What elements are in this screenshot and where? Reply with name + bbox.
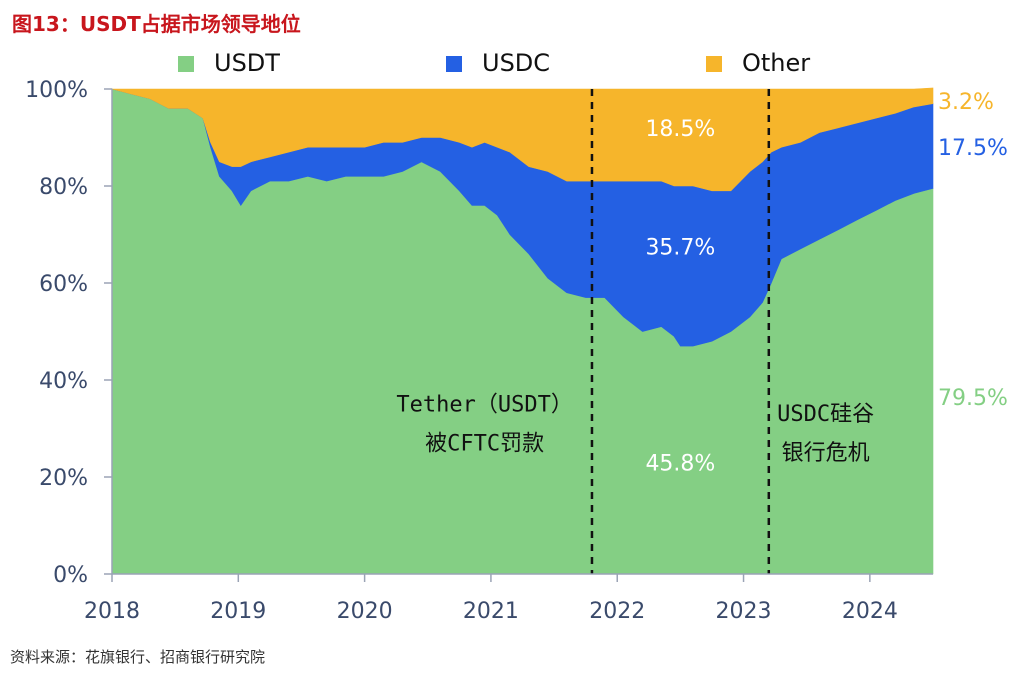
x-tick-label: 2021 [463,599,519,624]
y-tick-label: 0% [53,563,88,588]
event-label: USDC硅谷 [777,402,874,427]
end-value-label: 79.5% [938,386,1008,411]
y-tick-label: 80% [39,175,88,200]
area-other [111,87,934,192]
area-value-label: 18.5% [645,117,715,142]
chart-axes: 0% 20% 40% 60% 80% 100% 2018 2019 2020 2021 2022 20… [25,78,933,624]
event-label: 被CFTC罚款 [425,431,544,456]
event-label: 银行危机 [782,441,870,466]
end-value-label: 17.5% [938,136,1008,161]
stacked-area-chart: USDT USDC Other Tether（USDT） 被CFTC罚款 USDC硅谷银… [25,49,1008,624]
end-value-label: 3.2% [938,90,994,115]
x-tick-label: 2022 [589,599,645,624]
x-tick-label: 2018 [84,599,140,624]
x-tick-label: 2023 [716,599,772,624]
y-tick-label: 20% [39,466,88,491]
chart-legend: USDT USDC Other [178,49,810,77]
y-tick-label: 40% [39,369,88,394]
x-tick-label: 2020 [337,599,393,624]
y-tick-label: 60% [39,272,88,297]
source-note: 资料来源：花旗银行、招商银行研究院 [10,648,266,666]
legend-swatch-usdt [178,56,194,72]
area-value-label: 35.7% [645,236,715,261]
legend-label-other: Other [742,49,810,77]
value-labels: 18.5% 35.7% 45.8% [645,117,715,477]
area-layers [111,87,934,575]
end-value-labels: 3.2% 17.5% 79.5% [938,90,1008,411]
legend-swatch-other [706,56,722,72]
legend-label-usdc: USDC [482,49,550,77]
x-tick-label: 2024 [842,599,898,624]
y-tick-label: 100% [25,78,88,103]
legend-label-usdt: USDT [214,49,280,77]
event-label: Tether（USDT） [396,393,572,418]
x-tick-label: 2019 [210,599,266,624]
area-value-label: 45.8% [645,451,715,476]
figure-title: 图13：USDT占据市场领导地位 [12,12,301,36]
legend-swatch-usdc [446,56,462,72]
